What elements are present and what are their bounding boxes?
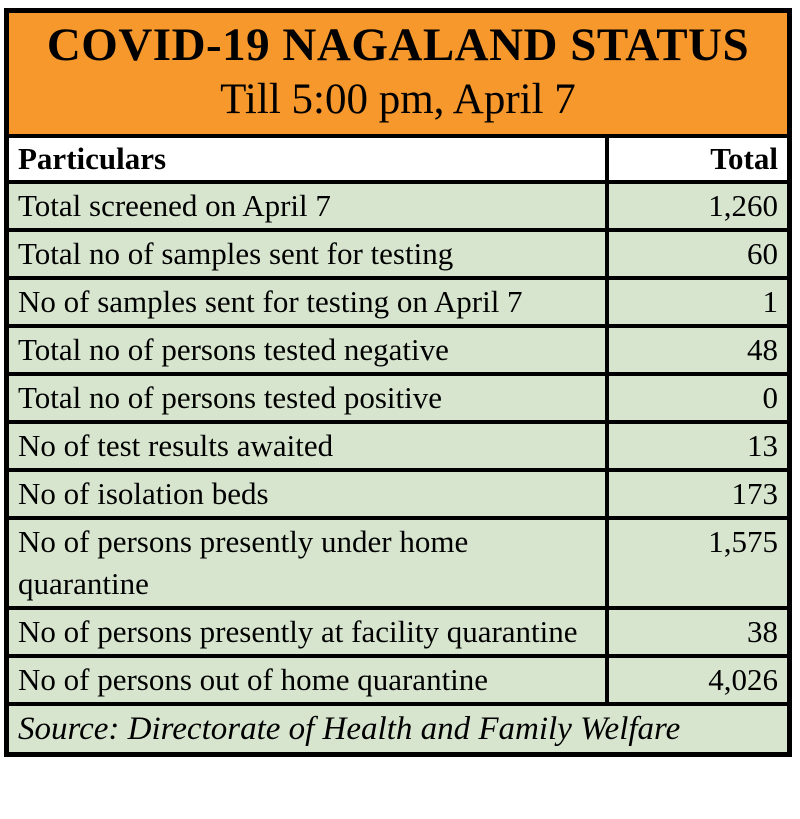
row-value: 0 bbox=[604, 371, 792, 424]
column-header-total: Total bbox=[604, 133, 792, 184]
row-label: Total no of persons tested negative bbox=[4, 323, 609, 376]
table-row: Total no of samples sent for testing 60 bbox=[4, 227, 792, 280]
row-value: 1,575 bbox=[604, 515, 792, 610]
header-row: Particulars Total bbox=[4, 133, 792, 184]
covid-status-table: COVID-19 NAGALAND STATUS Till 5:00 pm, A… bbox=[4, 8, 792, 757]
table-row: No of persons out of home quarantine 4,0… bbox=[4, 653, 792, 706]
table-row: Total screened on April 7 1,260 bbox=[4, 179, 792, 232]
banner-row: COVID-19 NAGALAND STATUS Till 5:00 pm, A… bbox=[4, 8, 792, 138]
row-label: Total screened on April 7 bbox=[4, 179, 609, 232]
page-subtitle: Till 5:00 pm, April 7 bbox=[220, 76, 576, 124]
source-note: Source: Directorate of Health and Family… bbox=[4, 701, 792, 757]
row-value: 60 bbox=[604, 227, 792, 280]
table-row: Total no of persons tested positive 0 bbox=[4, 371, 792, 424]
row-label: No of samples sent for testing on April … bbox=[4, 275, 609, 328]
banner: COVID-19 NAGALAND STATUS Till 5:00 pm, A… bbox=[4, 8, 792, 138]
table-row: No of persons presently under home quara… bbox=[4, 515, 792, 610]
row-value: 1,260 bbox=[604, 179, 792, 232]
row-value: 4,026 bbox=[604, 653, 792, 706]
row-value: 173 bbox=[604, 467, 792, 520]
page-title: COVID-19 NAGALAND STATUS bbox=[46, 19, 750, 71]
row-label: No of persons out of home quarantine bbox=[4, 653, 609, 706]
table-row: No of persons presently at facility quar… bbox=[4, 605, 792, 658]
table-row: Total no of persons tested negative 48 bbox=[4, 323, 792, 376]
row-value: 48 bbox=[604, 323, 792, 376]
source-row: Source: Directorate of Health and Family… bbox=[4, 701, 792, 757]
status-card: COVID-19 NAGALAND STATUS Till 5:00 pm, A… bbox=[4, 8, 792, 757]
row-label: Total no of samples sent for testing bbox=[4, 227, 609, 280]
table-row: No of test results awaited 13 bbox=[4, 419, 792, 472]
row-label: No of isolation beds bbox=[4, 467, 609, 520]
row-value: 38 bbox=[604, 605, 792, 658]
row-value: 1 bbox=[604, 275, 792, 328]
row-label: No of persons presently at facility quar… bbox=[4, 605, 609, 658]
table-row: No of samples sent for testing on April … bbox=[4, 275, 792, 328]
row-label: No of test results awaited bbox=[4, 419, 609, 472]
row-value: 13 bbox=[604, 419, 792, 472]
row-label: No of persons presently under home quara… bbox=[4, 515, 609, 610]
row-label: Total no of persons tested positive bbox=[4, 371, 609, 424]
table-row: No of isolation beds 173 bbox=[4, 467, 792, 520]
column-header-particulars: Particulars bbox=[4, 133, 609, 184]
